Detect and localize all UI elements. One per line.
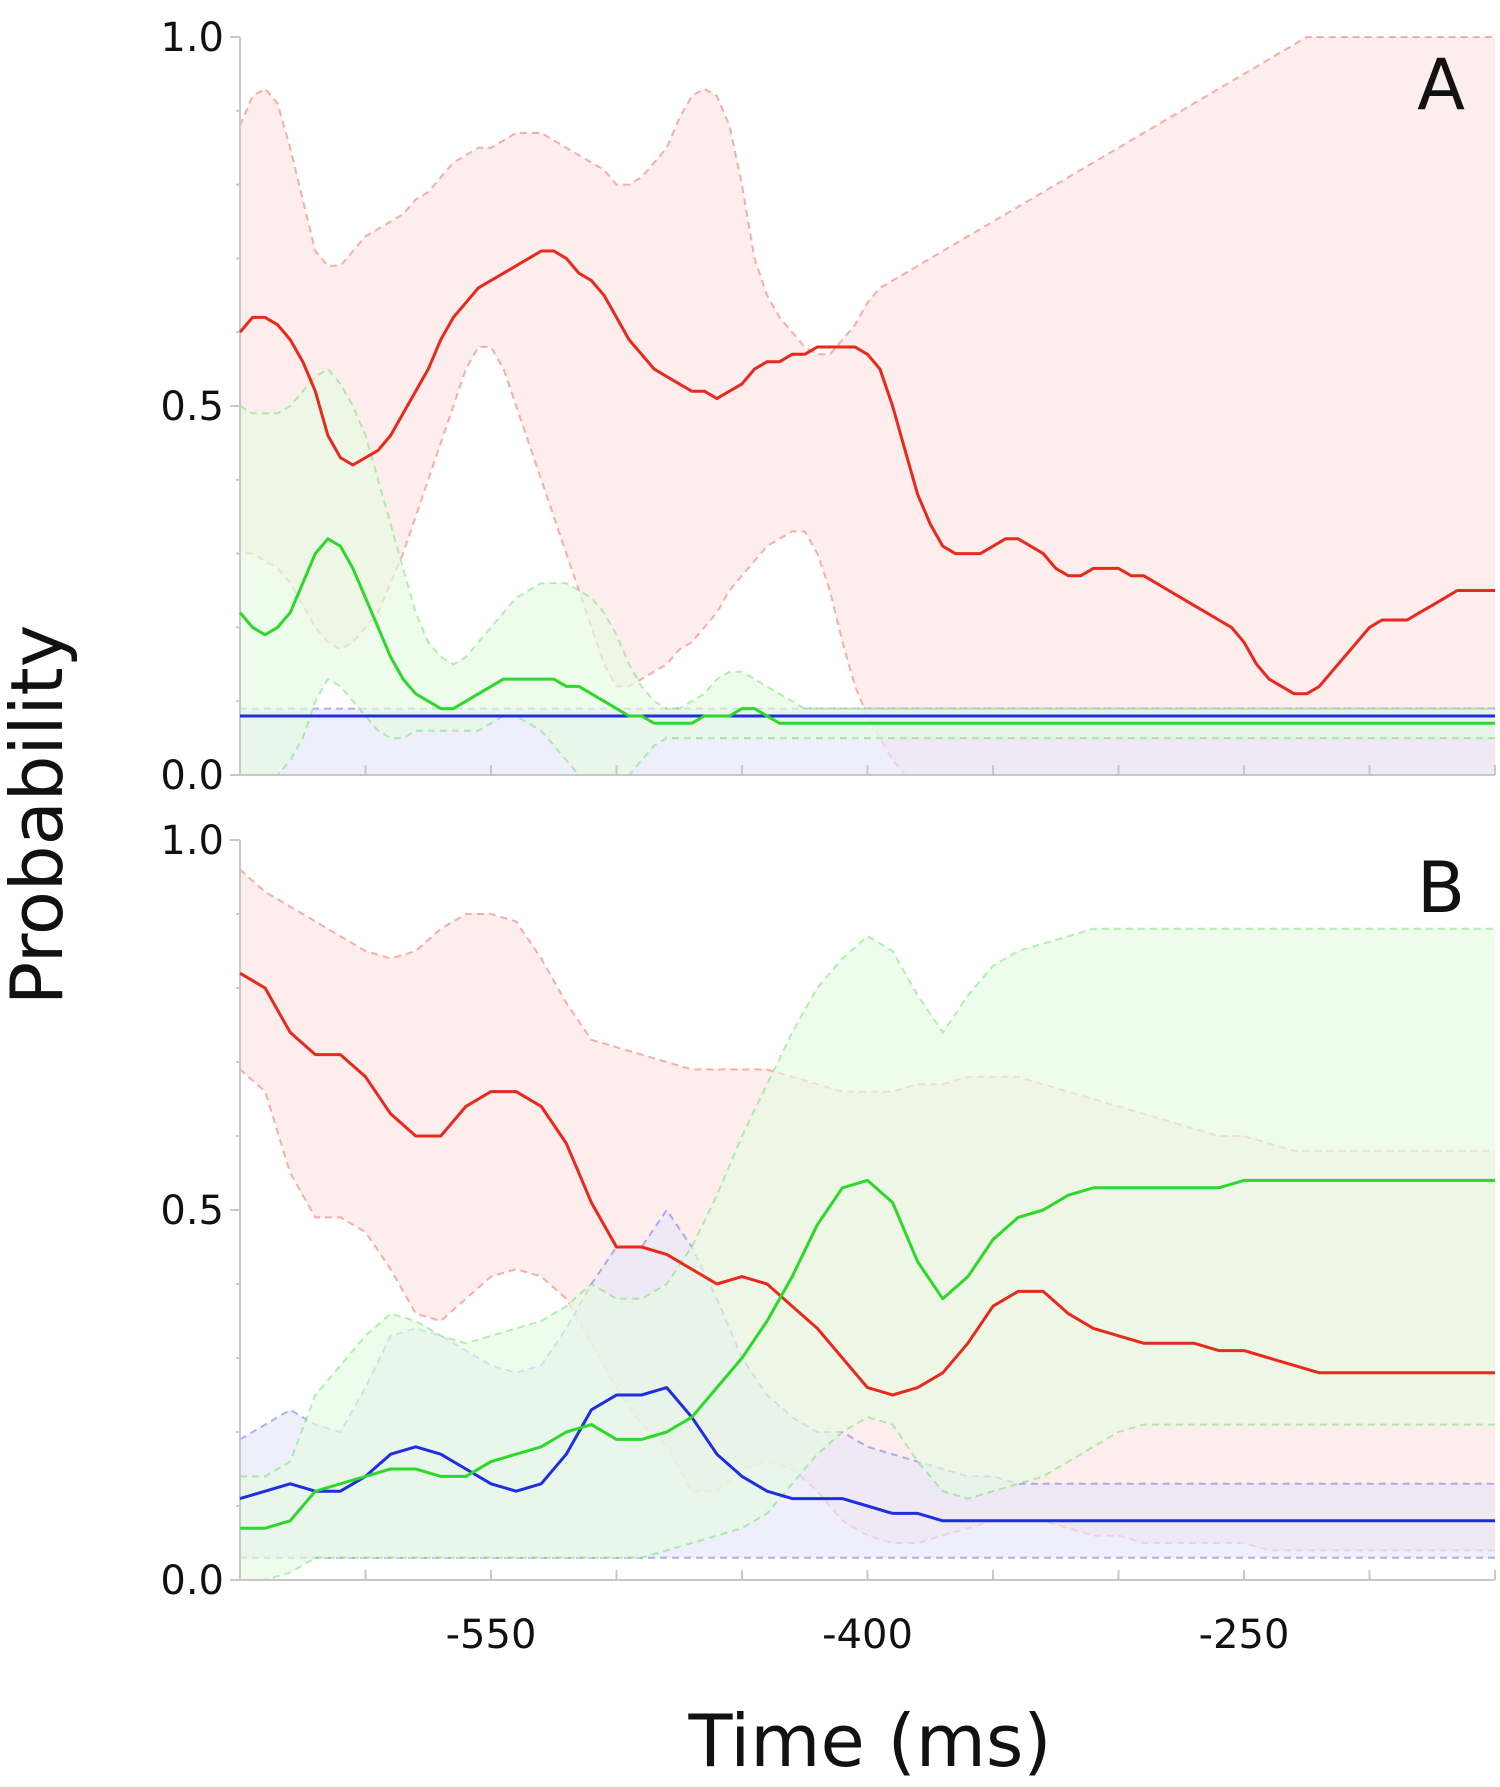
x-tick-label: -250 xyxy=(1199,1612,1290,1658)
panel-b: 0.0 0.5 1.0 B xyxy=(160,818,1496,1604)
series-line-green xyxy=(240,1178,1495,1530)
y-tick-label: 1.0 xyxy=(160,15,224,61)
y-tick-label: 1.0 xyxy=(160,818,224,864)
band-upper-red xyxy=(239,36,1495,356)
y-axis-title: Probability xyxy=(0,625,79,1006)
band-upper-green xyxy=(240,927,1495,1478)
y-tick-label: 0.0 xyxy=(160,753,224,799)
band-upper-blue xyxy=(239,1208,1495,1485)
panel-label: A xyxy=(1417,44,1465,126)
panel-a: 0.0 0.5 1.0 A xyxy=(160,15,1496,799)
series-line-red xyxy=(239,971,1495,1397)
y-tick-label: 0.0 xyxy=(160,1558,224,1604)
x-axis-ticks: -550 -400 -250 xyxy=(446,1612,1290,1658)
band-lower-green xyxy=(240,677,1495,776)
band-green xyxy=(240,928,1495,1580)
band-upper-red xyxy=(239,868,1495,1152)
y-tick-label: 0.5 xyxy=(160,1188,224,1234)
band-green xyxy=(240,369,1495,775)
band-lower-green xyxy=(240,1416,1495,1581)
series-line-blue xyxy=(239,1386,1495,1523)
y-tick-label: 0.5 xyxy=(160,384,224,430)
x-tick-label: -550 xyxy=(446,1612,537,1658)
panel-label: B xyxy=(1417,847,1465,929)
x-tick-label: -400 xyxy=(822,1612,913,1658)
x-axis-title: Time (ms) xyxy=(688,1699,1052,1783)
series-line-red xyxy=(238,249,1495,696)
series-line-green xyxy=(238,537,1495,725)
band-red xyxy=(240,37,1495,775)
